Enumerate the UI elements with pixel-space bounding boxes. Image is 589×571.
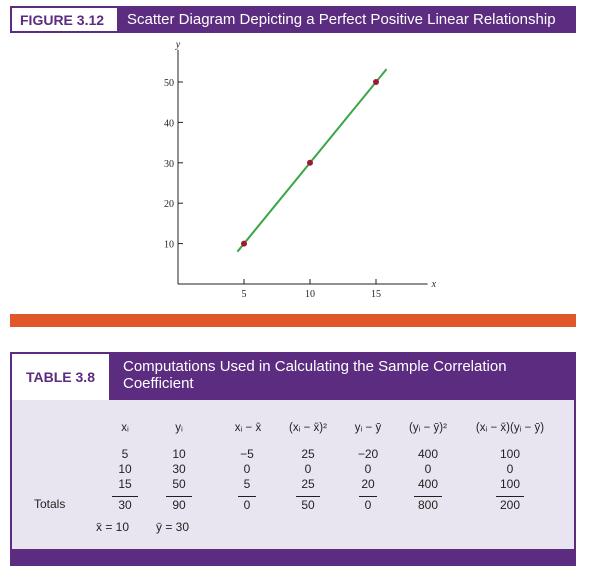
total-x: 30 xyxy=(112,496,138,512)
data-point-2 xyxy=(307,159,313,166)
col-header-cross-product: (xᵢ − x̄)(yᵢ − ȳ) xyxy=(475,422,545,434)
table-number: TABLE 3.8 xyxy=(10,352,111,400)
cell-r3-cross: 100 xyxy=(499,477,521,491)
figure-header: FIGURE 3.12 Scatter Diagram Depicting a … xyxy=(10,6,576,33)
cell-r3-ydev: 20 xyxy=(361,477,375,491)
cell-r2-ydevsq: 0 xyxy=(424,462,432,476)
y-tick-label-50: 50 xyxy=(164,78,174,89)
data-point-3 xyxy=(373,79,379,85)
col-header-y-dev: yᵢ − ȳ xyxy=(354,422,382,434)
x-tick-label-15: 15 xyxy=(371,289,381,300)
total-xdevsq: 50 xyxy=(296,496,320,512)
total-y: 90 xyxy=(166,496,192,512)
bottom-bar xyxy=(10,549,576,566)
cell-r2-x: 10 xyxy=(118,462,132,476)
orange-divider xyxy=(10,314,576,327)
cell-r2-xdev: 0 xyxy=(243,462,251,476)
cell-r3-xdev: 5 xyxy=(243,477,251,491)
y-tick-label-40: 40 xyxy=(164,118,174,129)
col-header-y-dev-sq: (yᵢ − ȳ)² xyxy=(409,422,447,434)
figure-number: FIGURE 3.12 xyxy=(10,6,119,33)
col-header-x: xᵢ xyxy=(121,422,129,434)
x-axis-label: x xyxy=(431,279,437,290)
cell-r1-cross: 100 xyxy=(499,447,521,461)
col-header-x-dev: xᵢ − x̄ xyxy=(234,422,262,434)
cell-r1-xdevsq: 25 xyxy=(301,447,315,461)
y-tick-label-20: 20 xyxy=(164,199,174,210)
cell-r2-y: 30 xyxy=(172,462,186,476)
chart-svg: 10 20 30 40 50 5 10 15 y x xyxy=(164,40,437,300)
cell-r2-xdevsq: 0 xyxy=(304,462,312,476)
cell-r3-y: 50 xyxy=(172,477,186,491)
cell-r3-x: 15 xyxy=(118,477,132,491)
cell-r1-y: 10 xyxy=(172,447,186,461)
col-header-y: yᵢ xyxy=(175,422,183,434)
cell-r1-ydev: −20 xyxy=(357,447,379,461)
cell-r1-x: 5 xyxy=(121,447,129,461)
cell-r2-ydev: 0 xyxy=(364,462,372,476)
totals-label: Totals xyxy=(34,497,66,511)
mean-y: ȳ = 30 xyxy=(156,520,190,534)
cell-r1-ydevsq: 400 xyxy=(417,447,439,461)
table-body: xᵢ yᵢ xᵢ − x̄ (xᵢ − x̄)² yᵢ − ȳ (yᵢ − ȳ)… xyxy=(10,400,576,550)
scatter-chart: 10 20 30 40 50 5 10 15 y x xyxy=(10,36,576,316)
table-title: Computations Used in Calculating the Sam… xyxy=(111,352,576,400)
x-tick-label-5: 5 xyxy=(242,289,247,300)
series-line xyxy=(236,68,388,253)
data-point-1 xyxy=(241,240,247,247)
cell-r2-cross: 0 xyxy=(506,462,514,476)
total-cross: 200 xyxy=(496,496,524,512)
total-ydev: 0 xyxy=(359,496,377,512)
x-tick-label-10: 10 xyxy=(305,289,315,300)
y-tick-label-30: 30 xyxy=(164,159,174,170)
col-header-x-dev-sq: (xᵢ − x̄)² xyxy=(289,422,327,434)
total-ydevsq: 800 xyxy=(414,496,442,512)
total-xdev: 0 xyxy=(238,496,256,512)
cell-r3-ydevsq: 400 xyxy=(417,477,439,491)
figure-title: Scatter Diagram Depicting a Perfect Posi… xyxy=(119,6,576,33)
y-tick-label-10: 10 xyxy=(164,240,174,251)
cell-r3-xdevsq: 25 xyxy=(301,477,315,491)
table-title-line1: Computations Used in Calculating the Sam… xyxy=(123,358,507,375)
table-header: TABLE 3.8 Computations Used in Calculati… xyxy=(10,352,576,400)
mean-x: x̄ = 10 xyxy=(96,520,130,534)
y-axis-label: y xyxy=(175,40,181,51)
cell-r1-xdev: −5 xyxy=(240,447,254,461)
table-title-line2: Coefficient xyxy=(123,375,194,392)
